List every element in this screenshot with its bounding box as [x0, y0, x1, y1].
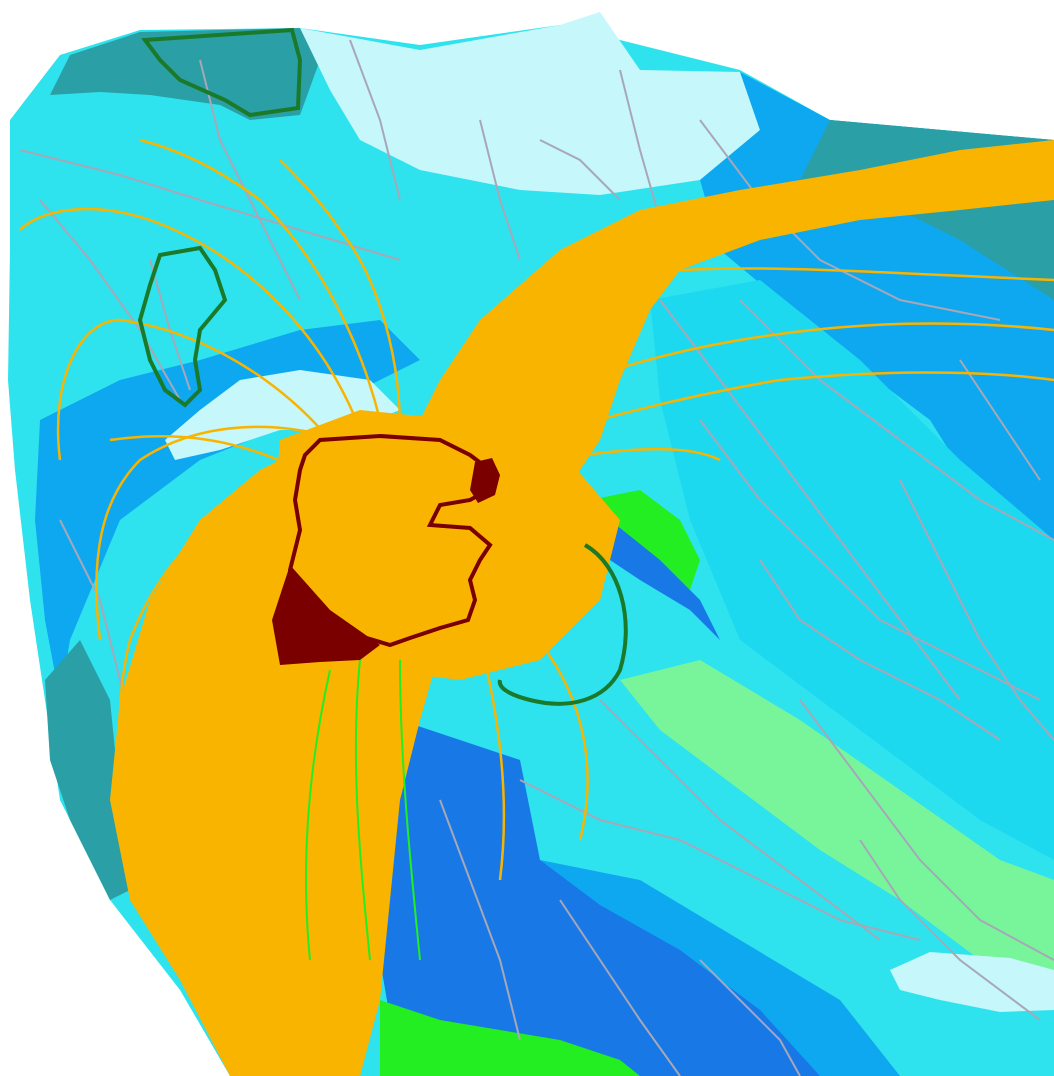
road-line: [599, 699, 881, 941]
road-line: [699, 419, 1041, 701]
road-line: [619, 69, 661, 221]
flow-strand-green: [399, 659, 421, 961]
flow-strand: [478, 639, 506, 881]
road-line: [439, 799, 521, 1041]
zone-pale-north: [300, 12, 760, 195]
flow-strand-green: [305, 669, 331, 961]
protected-areas-layer: [137, 27, 628, 706]
road-line: [899, 479, 1054, 741]
road-line: [739, 299, 1054, 541]
road-line: [479, 119, 521, 261]
flow-strand: [109, 435, 301, 472]
road-line: [539, 139, 621, 201]
flow-strand: [519, 619, 589, 841]
zone-pale-southeast: [890, 952, 1054, 1012]
flow-strand: [448, 218, 641, 421]
road-line: [519, 779, 921, 941]
road-line: [859, 839, 1041, 1021]
road-line: [199, 59, 301, 301]
flow-strand: [499, 447, 721, 472]
zone-pale-center: [165, 370, 400, 460]
flow-strand: [139, 138, 382, 421]
flow-plume-northeast: [400, 140, 1054, 510]
flow-strand: [95, 425, 341, 641]
protected-area-north: [141, 27, 303, 118]
protected-area-west: [137, 245, 228, 408]
zone-blue-left: [35, 320, 420, 700]
flow-strand: [459, 371, 1054, 462]
road-line: [759, 559, 1001, 741]
zone-green-south: [380, 1000, 640, 1076]
road-line: [799, 699, 1054, 961]
flow-strand: [56, 318, 331, 461]
road-line: [559, 899, 681, 1076]
flow-strand: [418, 267, 1054, 431]
zone-cyan-right: [650, 280, 1054, 860]
zone-blue-southeast: [540, 860, 900, 1076]
flow-strand: [118, 478, 301, 901]
site-boundary-layer: [272, 433, 500, 665]
zone-teal-topleft: [50, 28, 320, 120]
zone-mint-band: [620, 660, 1054, 980]
road-network-layer: [19, 39, 1054, 1076]
road-line: [349, 39, 401, 201]
flow-strand: [19, 207, 362, 431]
road-line: [39, 199, 181, 401]
source-area-southwest: [272, 565, 380, 665]
road-line: [19, 149, 401, 261]
source-area-northeast: [470, 458, 500, 503]
zone-green-east: [590, 490, 700, 590]
flow-strand: [439, 322, 1054, 442]
road-line: [699, 959, 801, 1076]
road-line: [699, 119, 1001, 321]
flow-strand-green: [354, 659, 371, 961]
zone-blue-sliver: [580, 520, 720, 640]
road-line: [659, 299, 961, 701]
road-line: [959, 359, 1041, 481]
protected-area-east: [497, 543, 628, 706]
flow-strand: [279, 159, 402, 431]
